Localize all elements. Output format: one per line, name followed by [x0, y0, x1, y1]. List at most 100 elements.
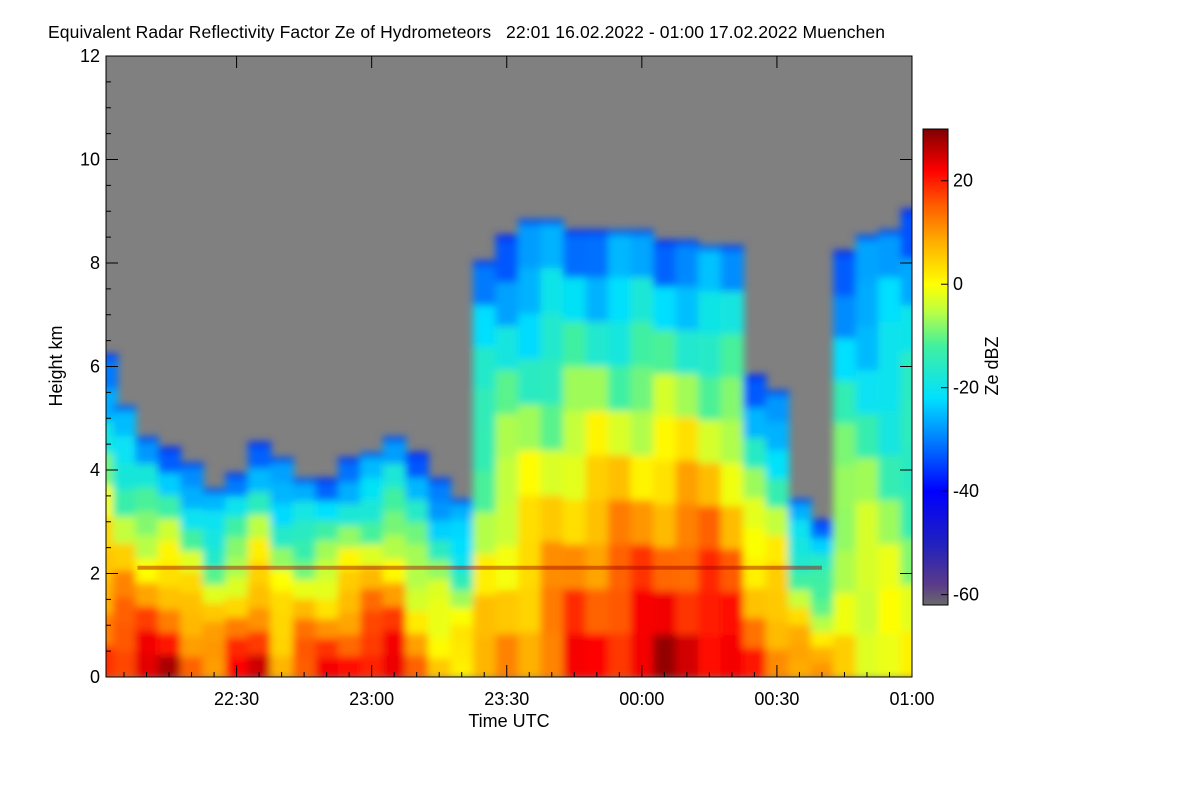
heat-cell — [270, 544, 294, 570]
heat-cell — [878, 273, 902, 322]
heat-cell — [427, 576, 452, 600]
y-tick-label: 0 — [90, 667, 100, 687]
heat-cell — [743, 434, 767, 468]
heat-cell — [247, 534, 272, 562]
heat-cell — [270, 565, 294, 591]
heat-cell — [900, 488, 912, 539]
heat-cell — [675, 500, 700, 548]
cloud-edge — [360, 452, 384, 458]
heat-cell — [450, 639, 474, 661]
heat-cell — [427, 635, 452, 659]
heat-cell — [112, 513, 137, 544]
heat-cell — [473, 550, 497, 596]
heat-cell — [292, 497, 317, 521]
heat-cell — [270, 609, 294, 635]
heat-cell — [810, 596, 835, 616]
heat-cell — [833, 589, 857, 636]
heat-cell — [518, 310, 542, 360]
x-tick-label: 00:30 — [754, 689, 799, 709]
heat-cell — [315, 595, 339, 620]
heat-cell — [630, 362, 655, 411]
heat-cell — [450, 551, 474, 573]
heat-cell — [382, 436, 407, 464]
heat-cell — [540, 310, 564, 360]
heat-cell — [360, 629, 384, 656]
heat-cell — [698, 416, 722, 464]
heat-cell — [653, 457, 677, 505]
cloud-edge — [788, 499, 812, 505]
heat-cell — [630, 229, 655, 278]
heat-cell — [450, 586, 474, 608]
heat-cell — [540, 492, 564, 542]
heat-cell — [608, 629, 632, 677]
heat-cell — [540, 537, 564, 587]
cloud-edge — [247, 442, 272, 448]
cloud-edge — [855, 235, 880, 241]
heat-cell — [360, 607, 384, 634]
heat-cell — [675, 630, 700, 677]
heat-cell — [247, 604, 272, 632]
heat-cell — [720, 502, 745, 550]
heat-cell — [810, 627, 835, 647]
heat-cell — [112, 432, 137, 463]
heat-cell — [765, 389, 790, 422]
bright-band — [137, 565, 822, 570]
y-axis-label: Height km — [46, 325, 66, 406]
heat-cell — [106, 353, 119, 390]
heat-cell — [473, 260, 497, 306]
heat-cell — [563, 540, 587, 589]
heat-cell — [112, 459, 137, 490]
heat-cell — [698, 631, 722, 677]
cloud-edge — [585, 229, 609, 235]
heat-cell — [427, 615, 452, 639]
heat-cell — [135, 650, 159, 677]
heat-cell — [202, 599, 227, 623]
heat-cell — [473, 343, 497, 389]
heat-cell — [585, 318, 609, 367]
heat-cell — [292, 654, 317, 677]
heat-cell — [743, 554, 767, 588]
x-tick-label: 22:30 — [214, 689, 259, 709]
cloud-edge — [292, 478, 317, 484]
heat-cell — [157, 606, 182, 633]
chart-title: Equivalent Radar Reflectivity Factor Ze … — [48, 22, 886, 42]
heat-cell — [247, 651, 272, 677]
heat-cell — [653, 370, 677, 418]
heat-cell — [225, 533, 249, 557]
heat-cell — [810, 550, 835, 570]
heat-cell — [855, 542, 880, 591]
cloud-edge — [563, 229, 587, 235]
heat-cell — [540, 583, 564, 633]
heat-cell — [157, 515, 182, 542]
heat-cell — [878, 407, 902, 456]
heat-cell — [833, 250, 857, 297]
heat-cell — [788, 656, 812, 677]
heat-cell — [202, 562, 227, 585]
heat-cell — [900, 301, 912, 352]
heat-cell — [765, 589, 790, 622]
heat-cell — [630, 318, 655, 367]
cloud-edge — [382, 437, 407, 442]
heat-cell — [855, 454, 880, 503]
heat-cell — [337, 500, 362, 526]
heat-cell — [675, 370, 700, 418]
heat-cell — [563, 362, 587, 411]
colorbar — [922, 128, 949, 606]
heat-cell — [382, 507, 407, 536]
heat-cell — [405, 629, 429, 656]
colorbar-tick-label: -40 — [953, 481, 979, 501]
colorbar-label: Ze dBZ — [982, 336, 1002, 395]
heat-cell — [765, 475, 790, 508]
heat-cell — [450, 656, 474, 677]
heat-cell — [765, 418, 790, 451]
heat-cell — [630, 540, 655, 589]
heat-cell — [427, 654, 452, 677]
heat-cell — [585, 273, 609, 322]
heat-cell — [810, 658, 835, 677]
heat-cell — [292, 576, 317, 600]
heat-cell — [630, 451, 655, 500]
heat-cell — [608, 273, 632, 322]
heat-cell — [247, 511, 272, 539]
heat-cell — [743, 494, 767, 528]
heat-cell — [180, 589, 204, 615]
